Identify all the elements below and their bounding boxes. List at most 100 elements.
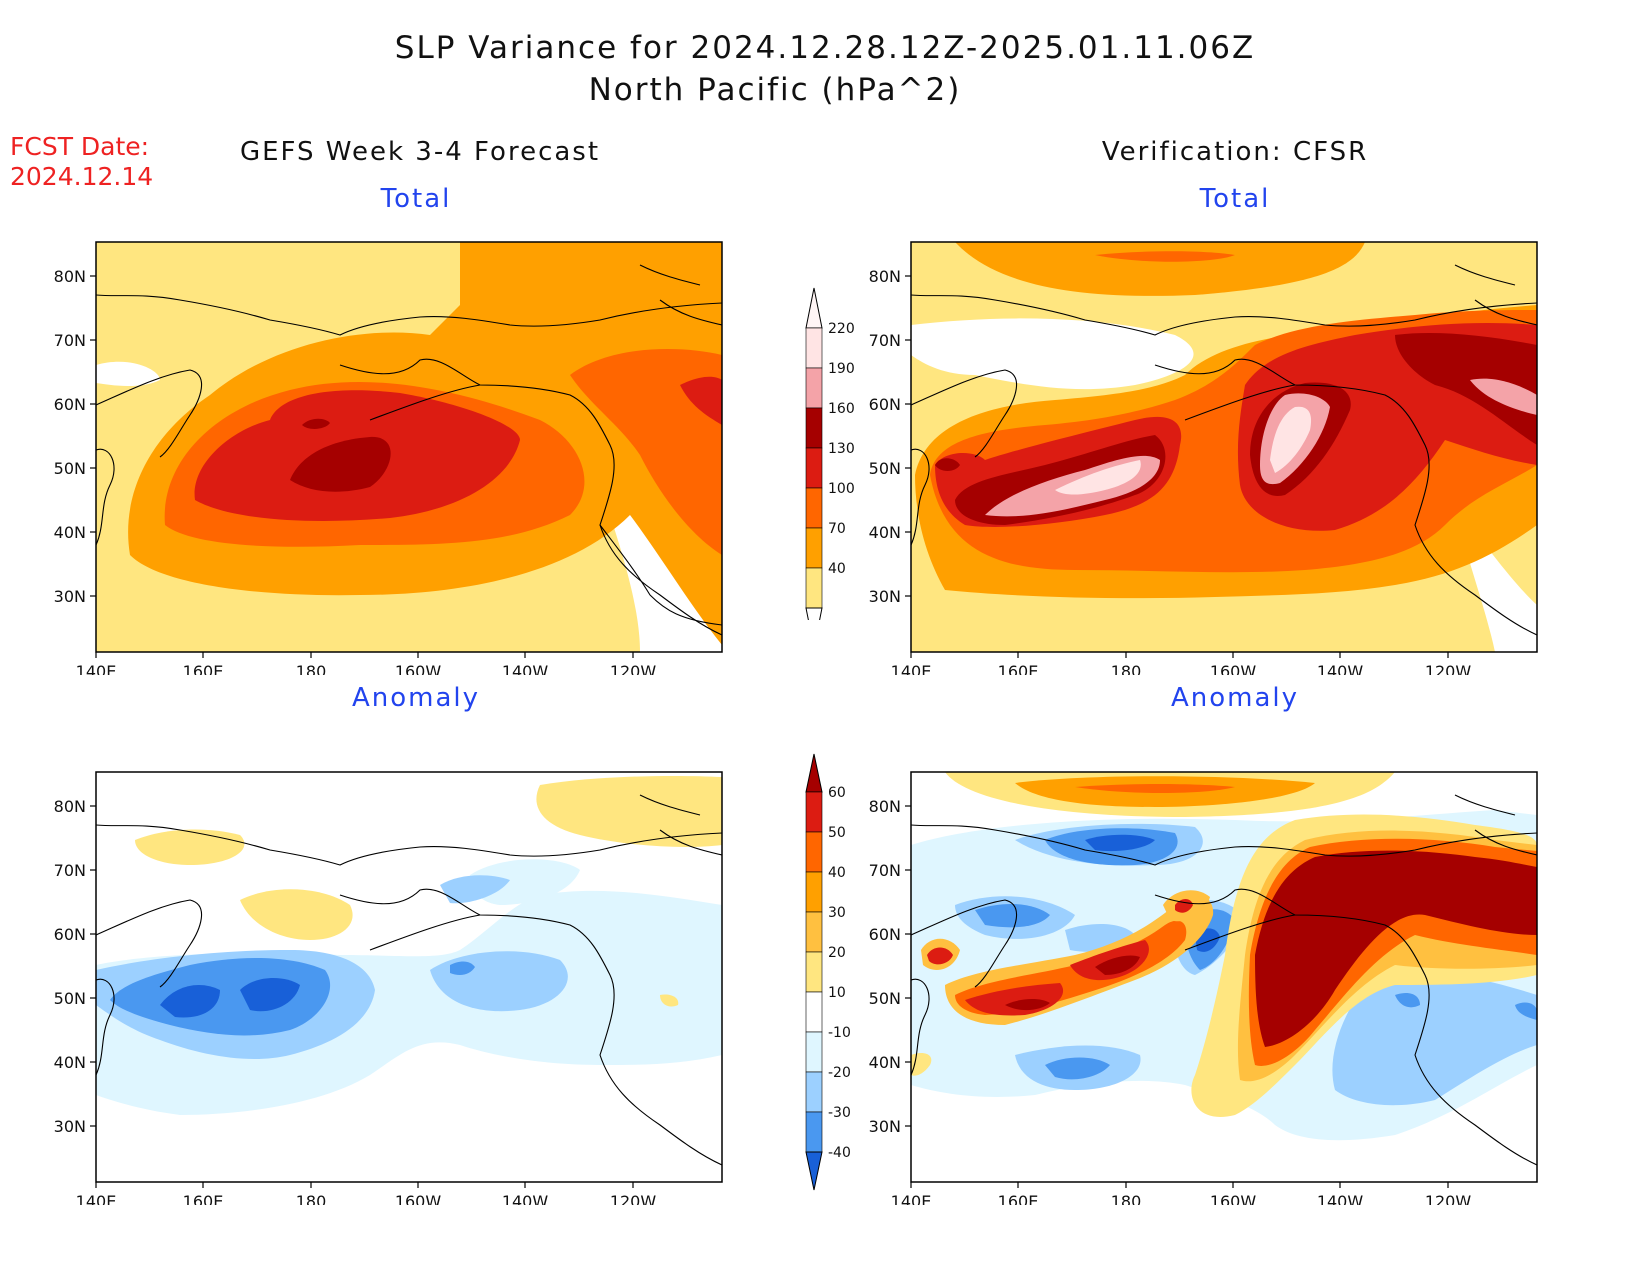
colorbar-level-label: 50 <box>828 825 846 841</box>
lat-tick-label: 30N <box>54 1117 86 1136</box>
lon-tick-label: 160E <box>998 662 1039 675</box>
colorbar-level-label: 30 <box>828 905 846 921</box>
gefs-anomaly-coastlines <box>96 794 722 1166</box>
left-column-title: GEFS Week 3-4 Forecast <box>239 137 601 167</box>
colorbar-level-label: 220 <box>828 321 855 337</box>
colorbar-bottom-arrow <box>805 607 823 620</box>
colorbar-level-label: 10 <box>828 985 846 1001</box>
lon-tick-label: 120W <box>610 1192 657 1205</box>
lat-tick-label: 50N <box>54 989 86 1008</box>
colorbar-segment <box>805 487 823 529</box>
colorbar-level-label: 190 <box>828 361 855 377</box>
lat-tick-label: 60N <box>869 395 901 414</box>
colorbar-level-label: 60 <box>828 785 846 801</box>
colorbar-segment <box>805 951 823 993</box>
colorbar-segment <box>805 1031 823 1073</box>
lat-tick-label: 40N <box>54 1053 86 1072</box>
colorbar-segment <box>805 991 823 1033</box>
colorbar-segment <box>805 327 823 369</box>
lon-tick-label: 140E <box>76 662 117 675</box>
colorbar-segment <box>805 831 823 873</box>
colorbar-level-label: 40 <box>828 561 846 577</box>
lat-tick-label: 60N <box>54 925 86 944</box>
lon-tick-label: 140W <box>502 662 549 675</box>
colorbar-segment <box>805 1071 823 1113</box>
colorbar-level-label: 160 <box>828 401 855 417</box>
lon-tick-label: 120W <box>1425 1192 1472 1205</box>
colorbar-top-arrow <box>805 753 823 793</box>
lon-tick-label: 120W <box>610 662 657 675</box>
colorbar-segment <box>805 447 823 489</box>
lat-tick-label: 50N <box>869 989 901 1008</box>
lon-tick-label: 180 <box>296 1192 327 1205</box>
lon-tick-label: 160E <box>183 662 224 675</box>
lon-tick-label: 180 <box>1111 1192 1142 1205</box>
lat-tick-label: 40N <box>869 523 901 542</box>
lat-tick-label: 70N <box>869 861 901 880</box>
lon-tick-label: 140E <box>891 1192 932 1205</box>
colorbar-level-label: 40 <box>828 865 846 881</box>
lat-tick-label: 40N <box>869 1053 901 1072</box>
left-total-label: Total <box>380 184 452 214</box>
gefs-total-map: 80N 70N 60N 50N 40N 30N 140E 160E 180 160W 140W 120… <box>54 241 723 675</box>
gefs-anomaly-map: 80N 70N 60N 50N 40N 30N 140E 160E 180 160W 140W 120… <box>54 771 723 1205</box>
colorbar-level-label: 130 <box>828 441 855 457</box>
colorbar-top-arrow <box>805 287 823 329</box>
right-column-title: Verification: CFSR <box>1101 137 1369 167</box>
lon-tick-label: 140E <box>891 662 932 675</box>
lon-tick-label: 180 <box>1111 662 1142 675</box>
lon-tick-label: 180 <box>296 662 327 675</box>
colorbar-bottom-arrow <box>805 1151 823 1191</box>
colorbar-level-label: 70 <box>828 521 846 537</box>
colorbar-level-label: -20 <box>828 1065 851 1081</box>
lat-tick-label: 80N <box>54 797 86 816</box>
cfsr-total-contours <box>911 242 1537 652</box>
lon-tick-label: 140W <box>1317 662 1364 675</box>
lat-tick-label: 80N <box>869 797 901 816</box>
colorbar-segment <box>805 367 823 409</box>
right-total-label: Total <box>1199 184 1271 214</box>
cfsr-anomaly-coastlines <box>911 794 1537 1166</box>
lon-tick-label: 140W <box>1317 1192 1364 1205</box>
cfsr-total-map: 80N 70N 60N 50N 40N 30N 140E 160E 180 160W 140W 120… <box>869 241 1538 675</box>
lon-tick-label: 120W <box>1425 662 1472 675</box>
lat-tick-label: 50N <box>869 459 901 478</box>
colorbar-segment <box>805 791 823 833</box>
lat-tick-label: 70N <box>869 331 901 350</box>
fcst-date-label: FCST Date: <box>10 132 150 161</box>
total-colorbar: 220 190 160 130 100 70 40 <box>805 287 855 620</box>
gefs-anomaly-contours <box>96 772 722 1182</box>
colorbar-level-label: 20 <box>828 945 846 961</box>
colorbar-segment <box>805 871 823 913</box>
lat-tick-label: 80N <box>869 267 901 286</box>
lat-tick-label: 40N <box>54 523 86 542</box>
lat-tick-label: 70N <box>54 861 86 880</box>
lat-tick-label: 60N <box>54 395 86 414</box>
left-anomaly-label: Anomaly <box>351 683 481 713</box>
lat-tick-label: 30N <box>54 587 86 606</box>
main-title-line1: SLP Variance for 2024.12.28.12Z-2025.01.… <box>394 30 1256 66</box>
lat-tick-label: 30N <box>869 587 901 606</box>
colorbar-segment <box>805 527 823 569</box>
lon-tick-label: 160E <box>998 1192 1039 1205</box>
lon-tick-label: 140W <box>502 1192 549 1205</box>
lon-tick-label: 160W <box>395 662 442 675</box>
fcst-date-value: 2024.12.14 <box>10 162 154 191</box>
colorbar-segment <box>805 911 823 953</box>
cfsr-anomaly-map: 80N 70N 60N 50N 40N 30N 140E 160E 180 160W 140W 120… <box>869 771 1538 1205</box>
colorbar-segment <box>805 407 823 449</box>
right-anomaly-label: Anomaly <box>1170 683 1300 713</box>
colorbar-level-label: -10 <box>828 1025 851 1041</box>
cfsr-anomaly-contours <box>911 772 1537 1182</box>
lon-tick-label: 160E <box>183 1192 224 1205</box>
lon-tick-label: 140E <box>76 1192 117 1205</box>
lat-tick-label: 60N <box>869 925 901 944</box>
cfsr-total-coastlines <box>911 264 1537 636</box>
main-title-line2: North Pacific (hPa^2) <box>588 72 962 108</box>
colorbar-level-label: 100 <box>828 481 855 497</box>
lat-tick-label: 80N <box>54 267 86 286</box>
colorbar-segment <box>805 567 823 609</box>
lat-tick-label: 30N <box>869 1117 901 1136</box>
colorbar-level-label: -40 <box>828 1145 851 1161</box>
lat-tick-label: 50N <box>54 459 86 478</box>
